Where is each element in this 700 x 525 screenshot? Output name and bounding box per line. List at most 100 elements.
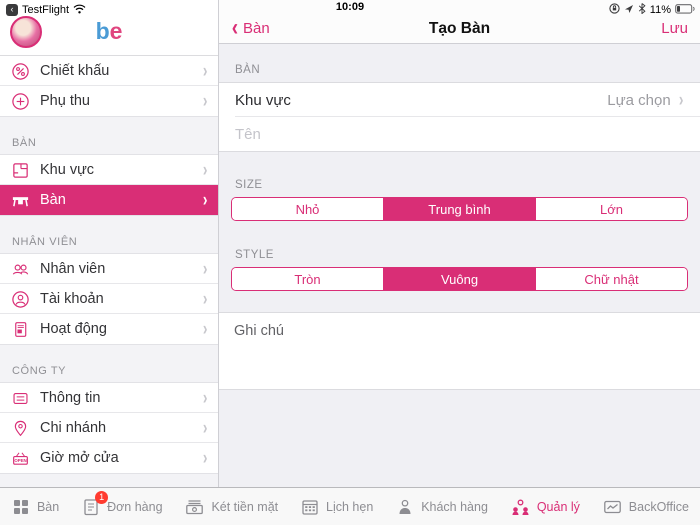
order-icon: 1 [81,490,109,517]
battery-percent: 11% [649,4,671,16]
grid-icon [11,497,31,517]
tab-label: Két tiền mặt [211,499,279,514]
tab-lich-hen[interactable]: Lịch hẹn [300,497,373,517]
tab-label: Khách hàng [421,499,488,514]
sidebar-item-label: Nhân viên [40,261,106,277]
chevron-right-icon: › [202,189,208,211]
customer-icon [395,497,415,517]
location-arrow-icon [624,1,634,19]
chevron-right-icon: › [202,447,208,469]
form-section-size: SIZE [235,179,263,191]
tab-label: Lịch hẹn [326,499,374,514]
form-section-style: STYLE [235,249,274,261]
calendar-icon [300,497,320,517]
sidebar-item-label: Phụ thu [40,93,90,109]
nav-back-label: Bàn [243,19,270,37]
ghi-chu-group [219,312,700,390]
sidebar-item-label: Bàn [40,192,66,208]
plus-icon [10,91,30,111]
sidebar-item-ban[interactable]: Bàn › [0,185,218,215]
people-icon [10,259,30,279]
chevron-right-icon: › [202,258,208,280]
form-group-ban: Khu vực Lựa chọn › [219,82,700,152]
sidebar-group-cong-ty: Thông tin › Chi nhánh › OPEN Giờ mở cửa … [0,382,218,474]
sidebar-section-ban: BÀN [12,137,37,149]
ten-input[interactable] [235,125,684,143]
tab-bar: Bàn 1 Đơn hàng Két tiền mặt Lịch hẹn Khá… [0,487,700,525]
sidebar-item-khu-vuc[interactable]: Khu vực › [0,155,218,185]
percent-icon [10,61,30,81]
open-sign-icon: OPEN [10,448,30,468]
sidebar-item-label: Tài khoản [40,291,104,307]
back-to-app-label[interactable]: TestFlight [22,4,70,16]
main-panel: ‹ Bàn Tạo Bàn Lưu BÀN Khu vực Lựa chọn ›… [219,0,700,487]
chevron-right-icon: › [202,159,208,181]
chevron-right-icon: › [202,288,208,310]
sidebar-item-chiet-khau[interactable]: Chiết khấu › [0,56,218,86]
chevron-right-icon: › [202,387,208,409]
table-icon [10,190,30,210]
nav-bar: ‹ Bàn Tạo Bàn Lưu [219,0,700,44]
tab-label: Đơn hàng [107,499,163,514]
style-option-vuong[interactable]: Vuông [384,268,536,290]
size-option-lon[interactable]: Lớn [536,198,687,220]
sidebar-item-label: Giờ mở cửa [40,450,119,466]
size-option-trung-binh[interactable]: Trung bình [384,198,536,220]
sidebar-section-nhan-vien: NHÂN VIÊN [12,236,78,248]
wifi-icon [73,1,86,19]
back-to-app-icon[interactable]: ‹ [6,4,18,16]
style-segmented-control: Tròn Vuông Chữ nhật [231,267,688,291]
sidebar-item-hoat-dong[interactable]: Hoạt động › [0,314,218,344]
avatar[interactable] [10,16,42,48]
style-option-tron[interactable]: Tròn [232,268,384,290]
sidebar-group-nhan-vien: Nhân viên › Tài khoản › Hoạt động › [0,253,218,345]
battery-icon [675,1,695,19]
sidebar-item-thong-tin[interactable]: Thông tin › [0,383,218,413]
size-option-nho[interactable]: Nhỏ [232,198,384,220]
sidebar-group-ban: Khu vực › Bàn › [0,154,218,216]
page-title: Tạo Bàn [428,19,491,37]
sidebar-item-phu-thu[interactable]: Phụ thu › [0,86,218,116]
tab-label: Quản lý [536,499,580,514]
sidebar-item-tai-khoan[interactable]: Tài khoản › [0,284,218,314]
style-option-chu-nhat[interactable]: Chữ nhật [536,268,687,290]
khu-vuc-label: Khu vực [235,91,291,109]
tab-don-hang[interactable]: 1 Đơn hàng [81,490,163,517]
sidebar-item-label: Chiết khấu [40,63,110,79]
tab-khach-hang[interactable]: Khách hàng [395,497,488,517]
form-section-ban: BÀN [235,64,261,76]
tab-ket-tien-mat[interactable]: Két tiền mặt [184,497,278,517]
chevron-right-icon: › [202,60,208,82]
sidebar: be Chiết khấu › Phụ thu › BÀN Khu vực › [0,0,218,487]
nav-back-button[interactable]: ‹ Bàn [231,16,270,40]
sidebar-item-label: Hoạt động [40,321,107,337]
tab-ban[interactable]: Bàn [11,497,59,517]
chevron-right-icon: › [202,417,208,439]
tab-quan-ly[interactable]: Quản lý [510,497,580,517]
floorplan-icon [10,160,30,180]
svg-text:OPEN: OPEN [14,458,26,463]
save-button[interactable]: Lưu [661,19,688,37]
sidebar-header: be [0,0,218,56]
chevron-right-icon: › [202,318,208,340]
ghi-chu-input[interactable] [219,313,700,389]
sidebar-item-gio-mo-cua[interactable]: OPEN Giờ mở cửa › [0,443,218,473]
ten-row [219,117,700,151]
status-time: 10:09 [335,1,365,13]
orientation-lock-icon [609,1,620,19]
map-pin-icon [10,418,30,438]
notification-badge: 1 [95,490,109,504]
sidebar-item-chi-nhanh[interactable]: Chi nhánh › [0,413,218,443]
management-icon [510,497,531,517]
panel-divider [218,0,219,487]
bluetooth-icon [638,1,646,19]
chevron-right-icon: › [678,89,684,111]
tab-backoffice[interactable]: BackOffice [602,497,689,517]
sidebar-item-label: Thông tin [40,390,101,406]
sidebar-item-label: Chi nhánh [40,420,107,436]
sidebar-item-nhan-vien[interactable]: Nhân viên › [0,254,218,284]
khu-vuc-row[interactable]: Khu vực Lựa chọn › [219,83,700,117]
chevron-right-icon: › [202,90,208,112]
info-icon [10,388,30,408]
